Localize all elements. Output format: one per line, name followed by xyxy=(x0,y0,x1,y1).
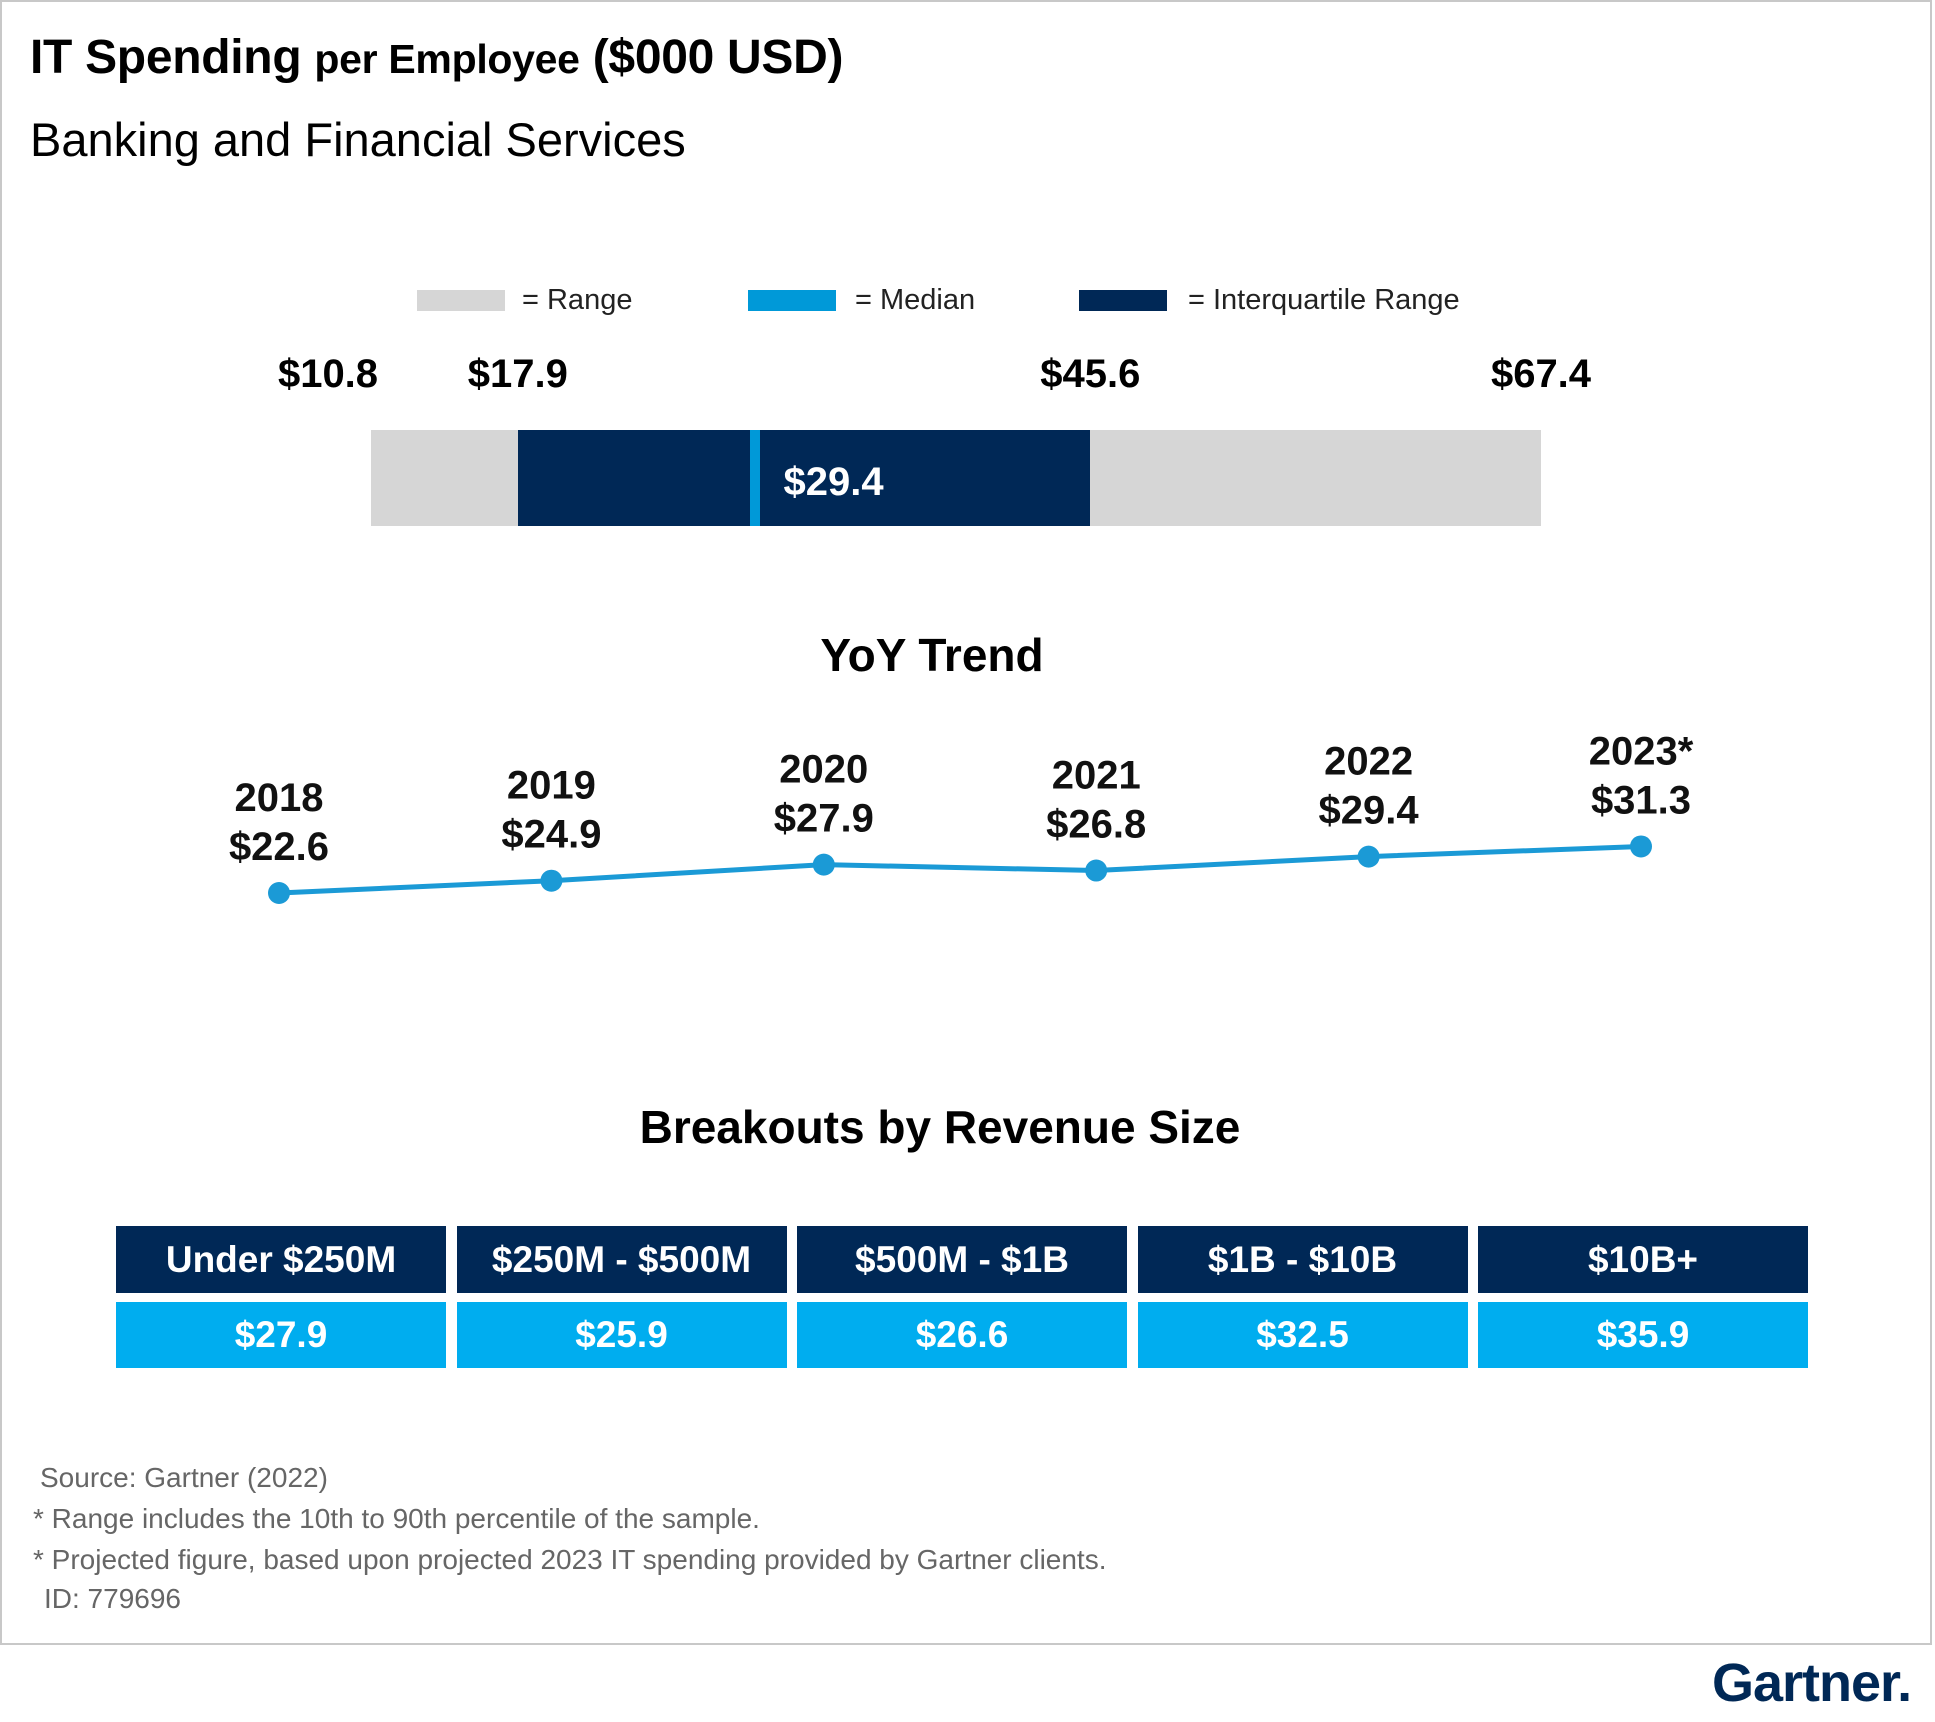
trend-value-label: $24.9 xyxy=(501,813,601,857)
range-q3-label: $45.6 xyxy=(1040,352,1141,396)
range-q1-label: $17.9 xyxy=(467,352,568,396)
range-bar xyxy=(371,430,1541,526)
trend-point xyxy=(268,882,290,904)
interquartile-segment xyxy=(517,430,1091,526)
table-header-cell: $250M - $500M xyxy=(456,1226,787,1293)
trend-year-label: 2023* xyxy=(1589,729,1694,773)
median-marker xyxy=(750,430,761,526)
gartner-logo: Gartner. xyxy=(1712,1653,1912,1713)
legend-label-median: = Median xyxy=(855,284,976,316)
trend-title: YoY Trend xyxy=(820,629,1044,681)
legend-label-range: = Range xyxy=(522,284,633,316)
trend-year-label: 2020 xyxy=(779,748,868,792)
legend-label-iqr: = Interquartile Range xyxy=(1188,284,1460,316)
trend-line xyxy=(278,843,1642,896)
trend-point xyxy=(540,869,563,892)
breakouts-title: Breakouts by Revenue Size xyxy=(639,1101,1241,1153)
trend-value-label: $26.8 xyxy=(1046,803,1146,847)
legend-swatch-iqr xyxy=(1079,290,1167,311)
trend-value-label: $29.4 xyxy=(1319,789,1420,833)
table-value-cell: $35.9 xyxy=(1478,1302,1808,1368)
range-min-label: $10.8 xyxy=(277,352,379,396)
range-footnote: * Range includes the 10th to 90th percen… xyxy=(33,1503,760,1534)
trend-point xyxy=(1357,845,1380,868)
page-subtitle: Banking and Financial Services xyxy=(30,113,686,166)
trend-point xyxy=(1630,835,1652,858)
trend-year-label: 2019 xyxy=(507,764,596,808)
table-value-cell: $32.5 xyxy=(1137,1302,1468,1368)
trend-point xyxy=(1085,859,1108,882)
table-header-cell: $1B - $10B xyxy=(1137,1226,1468,1293)
legend-swatch-median xyxy=(748,290,836,311)
table-value-cell: $25.9 xyxy=(456,1302,787,1368)
projection-footnote: * Projected figure, based upon projected… xyxy=(33,1544,1107,1575)
trend-year-label: 2022 xyxy=(1324,740,1413,784)
trend-value-label: $31.3 xyxy=(1591,778,1691,822)
trend-value-label: $22.6 xyxy=(229,825,329,869)
trend-year-label: 2021 xyxy=(1052,754,1141,798)
trend-value-label: $27.9 xyxy=(774,797,874,841)
range-max-label: $67.4 xyxy=(1490,352,1592,396)
id-note: ID: 779696 xyxy=(44,1583,181,1614)
page-title: IT Spending per Employee ($000 USD) xyxy=(30,31,844,84)
table-value-cell: $26.6 xyxy=(797,1302,1127,1368)
trend-point xyxy=(812,853,835,876)
median-label: $29.4 xyxy=(783,460,884,504)
table-header-cell: Under $250M xyxy=(116,1226,446,1293)
legend-swatch-range xyxy=(417,290,505,311)
source-note: Source: Gartner (2022) xyxy=(40,1462,328,1493)
table-header-cell: $500M - $1B xyxy=(797,1226,1127,1293)
trend-year-label: 2018 xyxy=(235,776,324,820)
table-value-cell: $27.9 xyxy=(116,1302,446,1368)
table-header-cell: $10B+ xyxy=(1478,1226,1808,1293)
slide-frame xyxy=(0,0,1932,1645)
